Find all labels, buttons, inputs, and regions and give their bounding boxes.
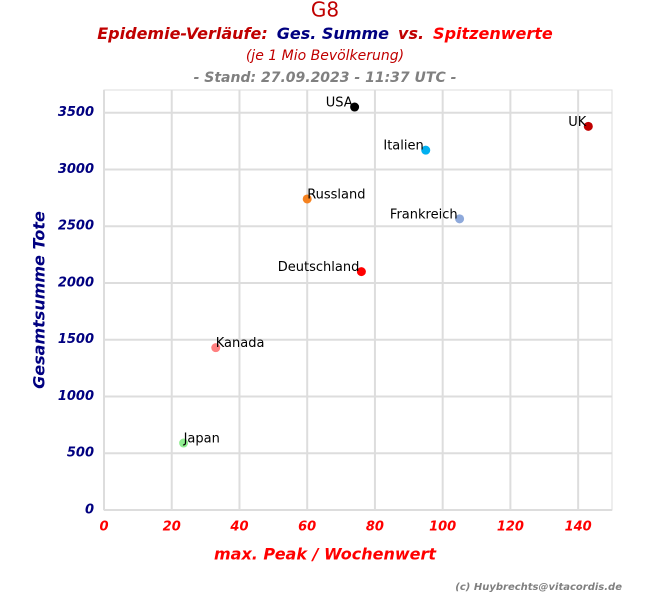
chart-stand: - Stand: 27.09.2023 - 11:37 UTC - bbox=[194, 70, 457, 86]
point bbox=[421, 145, 431, 155]
point-label: UK bbox=[568, 115, 587, 130]
x-tick-label: 100 bbox=[429, 520, 456, 535]
point-label: USA bbox=[326, 96, 353, 111]
y-tick-label: 2000 bbox=[58, 275, 94, 290]
x-tick-label: 140 bbox=[565, 520, 592, 535]
point-label: Russland bbox=[307, 187, 365, 202]
x-axis-label: max. Peak / Wochenwert bbox=[214, 545, 437, 564]
point-label: Frankreich bbox=[390, 207, 458, 222]
y-tick-label: 3000 bbox=[58, 162, 94, 177]
point bbox=[583, 121, 593, 131]
point bbox=[455, 214, 465, 224]
point-label: Japan bbox=[183, 432, 220, 447]
point bbox=[356, 267, 366, 277]
plot-area bbox=[103, 89, 613, 511]
point-label: Kanada bbox=[216, 336, 265, 351]
chart-note: (je 1 Mio Bevölkerung) bbox=[246, 48, 404, 64]
y-tick-label: 1500 bbox=[58, 332, 94, 347]
point bbox=[350, 102, 360, 112]
x-tick-label: 80 bbox=[366, 520, 384, 535]
subtitle-part: Epidemie-Verläufe: bbox=[97, 24, 268, 43]
credit: (c) Huybrechts@vitacordis.de bbox=[455, 582, 622, 593]
y-tick-label: 0 bbox=[85, 503, 94, 518]
subtitle-part: Spitzenwerte bbox=[433, 24, 553, 43]
y-axis-label: Gesamtsumme Tote bbox=[30, 211, 49, 389]
chart-subtitle: Epidemie-Verläufe: Ges. Summe vs. Spitzenwe… bbox=[97, 24, 553, 43]
point-label: Deutschland bbox=[278, 260, 360, 275]
chart-title: G8 bbox=[311, 0, 339, 22]
point bbox=[302, 194, 312, 204]
x-tick-label: 0 bbox=[99, 520, 108, 535]
point-label: Italien bbox=[383, 139, 423, 154]
subtitle-part: Ges. Summe bbox=[277, 24, 389, 43]
x-tick-label: 60 bbox=[298, 520, 316, 535]
y-tick-label: 2500 bbox=[58, 219, 94, 234]
point bbox=[179, 438, 189, 448]
x-tick-label: 20 bbox=[163, 520, 181, 535]
x-tick-label: 40 bbox=[229, 520, 248, 535]
y-tick-label: 1000 bbox=[58, 389, 94, 404]
x-tick-label: 120 bbox=[497, 520, 524, 535]
y-tick-label: 3500 bbox=[58, 105, 94, 120]
y-tick-label: 500 bbox=[67, 446, 94, 461]
point bbox=[211, 343, 221, 353]
subtitle-part: vs. bbox=[398, 24, 424, 43]
